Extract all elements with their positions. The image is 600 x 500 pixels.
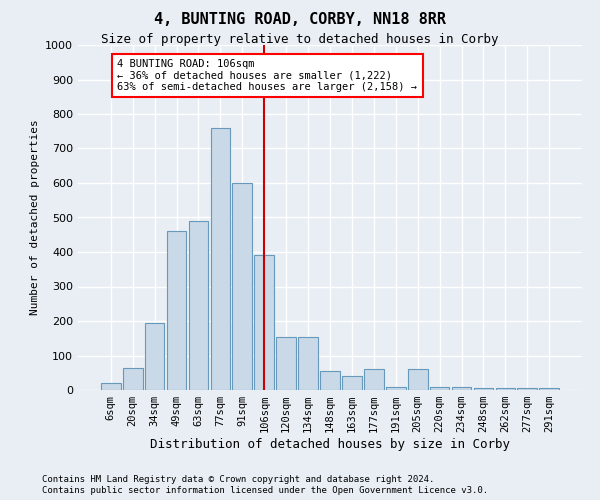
Bar [473,388,493,390]
Y-axis label: Number of detached properties: Number of detached properties [29,120,40,316]
Bar [145,322,164,390]
Bar [517,388,537,390]
Text: Contains HM Land Registry data © Crown copyright and database right 2024.: Contains HM Land Registry data © Crown c… [42,475,434,484]
Bar [276,336,296,390]
Bar [188,221,208,390]
Bar [430,386,449,390]
Bar [496,388,515,390]
Text: 4 BUNTING ROAD: 106sqm
← 36% of detached houses are smaller (1,222)
63% of semi-: 4 BUNTING ROAD: 106sqm ← 36% of detached… [118,59,418,92]
X-axis label: Distribution of detached houses by size in Corby: Distribution of detached houses by size … [150,438,510,451]
Bar [364,370,384,390]
Bar [232,183,252,390]
Bar [167,232,187,390]
Text: Contains public sector information licensed under the Open Government Licence v3: Contains public sector information licen… [42,486,488,495]
Bar [254,256,274,390]
Bar [123,368,143,390]
Bar [211,128,230,390]
Text: Size of property relative to detached houses in Corby: Size of property relative to detached ho… [101,32,499,46]
Bar [298,336,318,390]
Bar [408,370,428,390]
Bar [539,388,559,390]
Bar [342,376,362,390]
Bar [386,386,406,390]
Bar [320,371,340,390]
Text: 4, BUNTING ROAD, CORBY, NN18 8RR: 4, BUNTING ROAD, CORBY, NN18 8RR [154,12,446,28]
Bar [452,386,472,390]
Bar [101,383,121,390]
